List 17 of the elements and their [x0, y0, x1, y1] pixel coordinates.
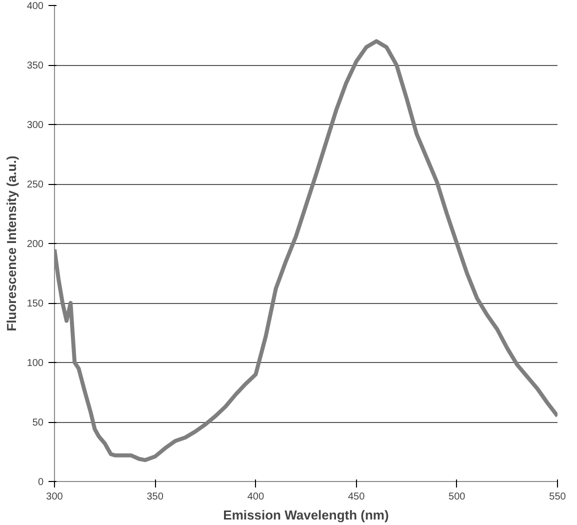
x-tick-label: 550: [549, 492, 566, 502]
x-axis-title: Emission Wavelength (nm): [223, 508, 389, 522]
y-tick-label: 50: [32, 418, 44, 428]
y-tick-label: 300: [26, 120, 44, 131]
x-tick-label: 400: [247, 492, 264, 502]
x-tick-label: 450: [348, 492, 366, 502]
y-axis-title: Fluorescence Intensity (a.u.): [4, 156, 19, 332]
y-tick-label: 100: [26, 358, 44, 369]
y-tick-label: 150: [26, 298, 44, 310]
x-tick-label: 500: [448, 492, 466, 502]
x-tick-label: 350: [146, 492, 164, 502]
y-tick-label: 200: [26, 239, 44, 250]
y-tick-label: 350: [26, 60, 44, 72]
y-tick-label: 400: [26, 1, 44, 12]
x-tick-label: 300: [46, 492, 64, 502]
y-tick-label: 250: [26, 180, 44, 190]
y-tick-label: 0: [38, 477, 44, 488]
